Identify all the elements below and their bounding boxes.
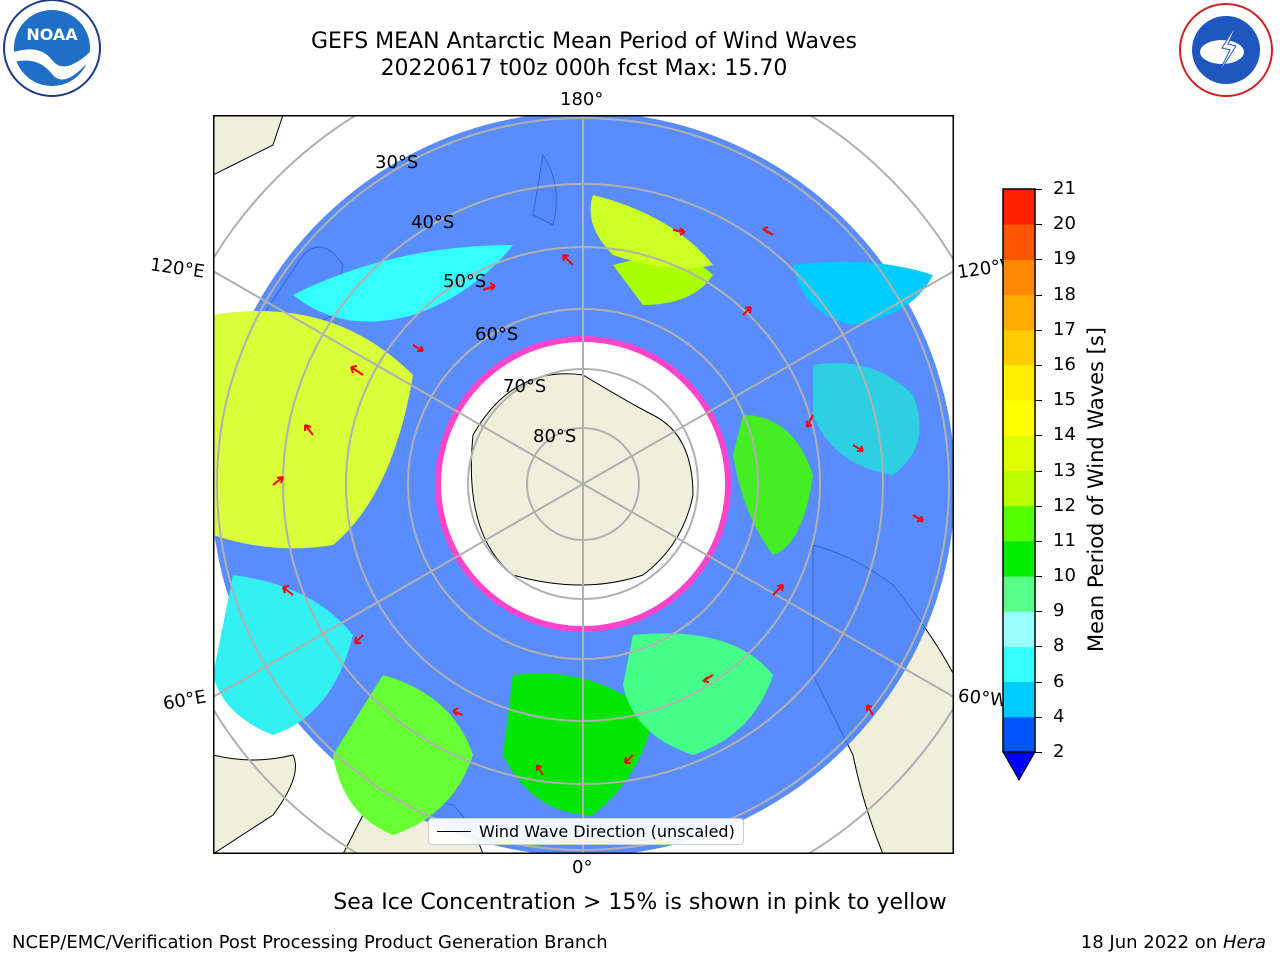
colorbar-tick-label: 12	[1053, 494, 1076, 516]
colorbar-tick-label: 13	[1053, 459, 1076, 481]
colorbar-tick-label: 16	[1053, 353, 1076, 375]
colorbar-tick-mark	[1035, 329, 1042, 331]
colorbar-under-arrow	[1002, 751, 1036, 782]
colorbar-segment	[1003, 646, 1035, 683]
colorbar-tick-mark	[1035, 716, 1042, 718]
legend-label: Wind Wave Direction (unscaled)	[479, 822, 735, 841]
colorbar-segment	[1003, 189, 1035, 225]
colorbar-segment	[1003, 716, 1035, 753]
lat-label-30s: 30°S	[375, 152, 418, 173]
colorbar-tick-mark	[1035, 646, 1042, 648]
lat-label-70s: 70°S	[503, 376, 546, 397]
colorbar-tick-label: 15	[1053, 389, 1076, 411]
colorbar-tick-label: 6	[1053, 670, 1065, 692]
colorbar-segment	[1003, 505, 1035, 542]
lon-label-180: 180°	[560, 89, 604, 110]
colorbar-tick-label: 20	[1053, 213, 1076, 235]
colorbar-segment	[1003, 259, 1035, 296]
lat-label-40s: 40°S	[411, 212, 454, 233]
sea-ice-note: Sea Ice Concentration > 15% is shown in …	[333, 890, 947, 915]
colorbar-label: Mean Period of Wind Waves [s]	[1084, 327, 1108, 652]
generation-date: 18 Jun 2022 on Hera	[1081, 932, 1266, 953]
colorbar-tick-mark	[1035, 435, 1042, 437]
chart-title: GEFS MEAN Antarctic Mean Period of Wind …	[311, 29, 857, 54]
colorbar-segment	[1003, 364, 1035, 401]
colorbar-tick-mark	[1035, 611, 1042, 613]
colorbar-tick-mark	[1035, 224, 1042, 226]
colorbar-segment	[1003, 294, 1035, 331]
colorbar-segment	[1003, 400, 1035, 436]
lon-label-60e: 60°E	[161, 686, 208, 715]
colorbar-tick-label: 2	[1053, 741, 1065, 762]
legend-line-sample	[437, 831, 471, 832]
wind-wave-arrows	[272, 226, 924, 776]
map-legend: Wind Wave Direction (unscaled)	[428, 818, 744, 845]
colorbar-tick-mark	[1035, 576, 1042, 578]
colorbar-segment	[1003, 611, 1035, 647]
date-text: 18 Jun 2022 on	[1080, 932, 1223, 953]
branch-credit: NCEP/EMC/Verification Post Processing Pr…	[12, 932, 608, 953]
lat-label-50s: 50°S	[443, 271, 486, 292]
lon-label-0: 0°	[572, 857, 593, 878]
colorbar-tick-label: 11	[1053, 529, 1076, 551]
colorbar-segment	[1003, 329, 1035, 366]
colorbar-tick-mark	[1035, 259, 1042, 261]
colorbar-segment	[1003, 470, 1035, 507]
noaa-logo: NOAA	[3, 0, 101, 97]
colorbar-tick-label: 10	[1053, 565, 1076, 587]
colorbar-tick-label: 9	[1053, 600, 1065, 622]
lat-label-60s: 60°S	[475, 324, 518, 345]
lon-label-120e: 120°E	[148, 254, 206, 283]
land-africa-edge	[213, 754, 296, 854]
land-australia-edge	[213, 115, 284, 176]
colorbar-tick-label: 19	[1053, 248, 1076, 270]
colorbar-tick-label: 4	[1053, 705, 1065, 727]
host-name: Hera	[1222, 932, 1266, 953]
graticule	[213, 115, 954, 854]
colorbar-tick-mark	[1035, 540, 1042, 542]
colorbar-tick-mark	[1035, 400, 1042, 402]
colorbar-tick-mark	[1035, 294, 1042, 296]
colorbar-segment	[1003, 224, 1035, 260]
colorbar-tick-mark	[1035, 470, 1042, 472]
colorbar-tick-mark	[1035, 364, 1042, 366]
colorbar-tick-label: 17	[1053, 318, 1076, 340]
chart-subtitle: 20220617 t00z 000h fcst Max: 15.70	[380, 56, 788, 81]
colorbar-tick-label: 14	[1053, 424, 1076, 446]
colorbar	[1002, 188, 1036, 782]
colorbar-tick-label: 8	[1053, 635, 1065, 657]
colorbar-tick-mark	[1035, 505, 1042, 507]
colorbar-tick-mark	[1035, 752, 1042, 753]
nws-logo	[1179, 3, 1273, 97]
colorbar-tick-mark	[1035, 681, 1042, 683]
noaa-text: NOAA	[26, 25, 78, 44]
colorbar-tick-mark	[1035, 189, 1042, 190]
colorbar-tick-label: 21	[1053, 178, 1076, 199]
colorbar-segment	[1003, 576, 1035, 612]
colorbar-segment	[1003, 681, 1035, 718]
lat-label-80s: 80°S	[533, 426, 576, 447]
colorbar-segment	[1003, 540, 1035, 577]
colorbar-tick-label: 18	[1053, 283, 1076, 305]
polar-map: 30°S 40°S 50°S 60°S 70°S 80°S	[213, 115, 954, 854]
colorbar-segment	[1003, 435, 1035, 471]
